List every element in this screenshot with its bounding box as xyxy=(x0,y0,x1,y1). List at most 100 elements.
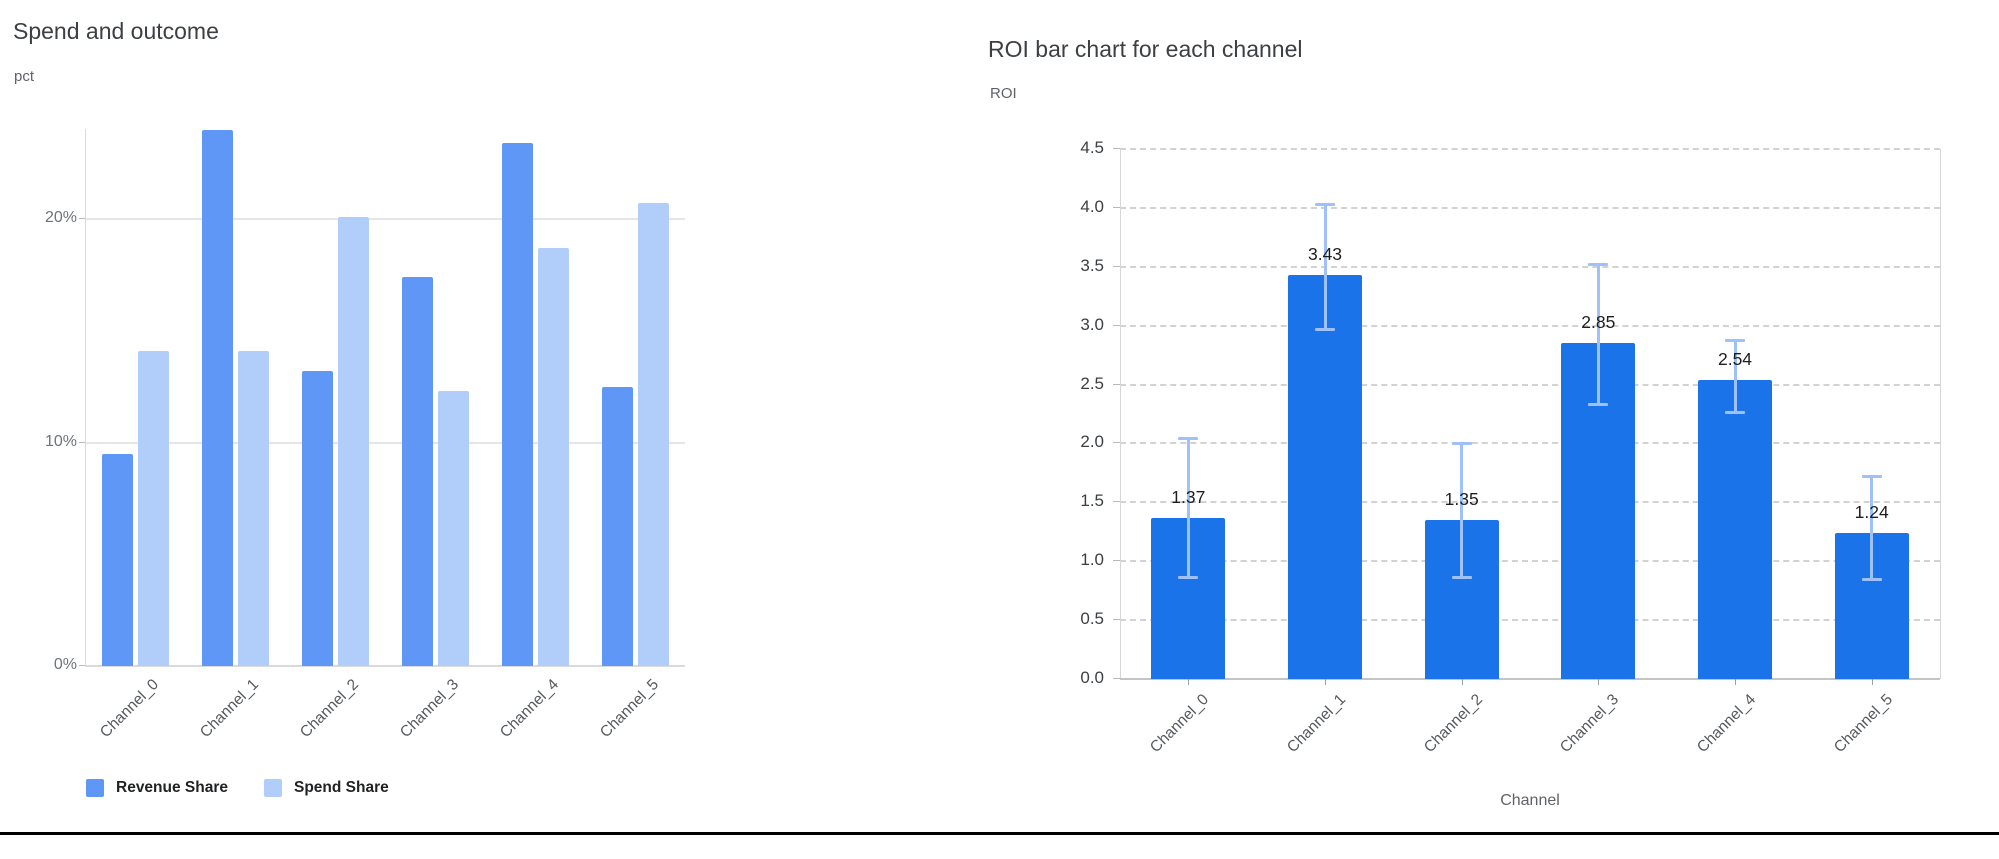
right-gridline-1.0 xyxy=(1120,560,1940,563)
right-y-tick-label: 2.5 xyxy=(1080,373,1104,393)
window-bottom-border xyxy=(0,832,1999,835)
right-y-tick-label: 2.0 xyxy=(1080,432,1104,452)
error-bar-cap-top-Channel_3 xyxy=(1588,263,1609,267)
right-y-tickmark xyxy=(1113,560,1120,562)
error-bar-cap-bottom-Channel_2 xyxy=(1451,575,1472,579)
right-y-tickmark xyxy=(1113,442,1120,444)
right-plot-right-border xyxy=(1940,149,1941,679)
left-y-tick-label: 0% xyxy=(53,656,77,673)
legend-item-revenue-share: Revenue Share xyxy=(86,779,228,797)
left-bar-spend-share-Channel_0 xyxy=(138,350,169,666)
left-gridline-20% xyxy=(85,218,685,220)
error-bar-cap-bottom-Channel_1 xyxy=(1315,328,1335,332)
left-bar-spend-share-Channel_4 xyxy=(538,248,569,666)
left-bar-revenue-share-Channel_4 xyxy=(502,143,533,666)
right-y-tick-label: 0.0 xyxy=(1080,668,1104,687)
left-x-label-Channel_1: Channel_1 xyxy=(196,676,262,742)
error-bar-line-Channel_3 xyxy=(1596,264,1600,405)
error-bar-cap-bottom-Channel_0 xyxy=(1178,575,1199,579)
left-bar-revenue-share-Channel_1 xyxy=(202,129,233,666)
left-y-tick-label: 10% xyxy=(44,432,77,450)
error-bar-line-Channel_2 xyxy=(1460,443,1464,578)
error-bar-line-Channel_4 xyxy=(1733,339,1737,413)
left-chart-y-unit-label: pct xyxy=(14,68,35,85)
left-bar-spend-share-Channel_5 xyxy=(638,203,669,666)
error-bar-cap-top-Channel_5 xyxy=(1861,475,1882,479)
left-bar-revenue-share-Channel_3 xyxy=(402,277,433,666)
roi-value-label-Channel_5: 1.24 xyxy=(1854,501,1889,522)
right-y-tickmark xyxy=(1113,501,1120,503)
right-y-tick-label: 4.5 xyxy=(1080,137,1104,157)
roi-bar-Channel_1 xyxy=(1288,275,1362,679)
roi-bar-Channel_4 xyxy=(1698,379,1772,679)
left-gridline-10% xyxy=(85,441,685,444)
right-gridline-2.5 xyxy=(1120,383,1940,386)
error-bar-line-Channel_0 xyxy=(1186,437,1190,578)
right-gridline-2.0 xyxy=(1120,442,1940,445)
right-y-tickmark xyxy=(1113,678,1120,679)
right-y-tick-label: 0.5 xyxy=(1080,609,1104,629)
right-y-tick-label: 3.5 xyxy=(1080,255,1104,275)
right-y-tick-label: 1.0 xyxy=(1080,550,1104,570)
left-x-label-Channel_3: Channel_3 xyxy=(396,676,462,742)
legend-swatch xyxy=(86,779,104,797)
left-gridline-0% xyxy=(85,665,685,667)
right-chart-x-axis-title: Channel xyxy=(1500,792,1560,809)
left-bar-revenue-share-Channel_0 xyxy=(102,453,133,666)
left-x-label-Channel_2: Channel_2 xyxy=(296,676,362,742)
error-bar-line-Channel_5 xyxy=(1870,476,1874,581)
right-gridline-0.5 xyxy=(1120,619,1940,622)
left-y-tickmark xyxy=(79,218,85,219)
error-bar-cap-bottom-Channel_5 xyxy=(1861,578,1882,582)
right-x-tickmark-Channel_0 xyxy=(1188,679,1190,685)
legend-swatch xyxy=(264,779,282,797)
right-y-tickmark xyxy=(1113,619,1120,621)
legend-item-spend-share: Spend Share xyxy=(264,779,389,797)
roi-value-label-Channel_2: 1.35 xyxy=(1444,488,1479,509)
right-y-axis-line xyxy=(1120,149,1121,679)
right-x-tickmark-Channel_3 xyxy=(1598,679,1600,685)
error-bar-cap-top-Channel_0 xyxy=(1178,436,1199,440)
error-bar-cap-bottom-Channel_3 xyxy=(1588,402,1609,406)
right-x-tickmark-Channel_5 xyxy=(1871,679,1873,685)
right-chart-y-axis-label: ROI xyxy=(990,85,1017,102)
right-x-tickmark-Channel_1 xyxy=(1325,679,1326,685)
right-chart-title: ROI bar chart for each channel xyxy=(988,36,1303,62)
error-bar-cap-top-Channel_2 xyxy=(1451,442,1472,446)
left-bar-revenue-share-Channel_5 xyxy=(602,386,633,666)
left-bar-spend-share-Channel_1 xyxy=(238,350,269,666)
left-bar-revenue-share-Channel_2 xyxy=(302,370,333,666)
right-x-tickmark-Channel_2 xyxy=(1461,679,1463,685)
right-y-tickmark xyxy=(1113,324,1120,326)
right-y-tickmark xyxy=(1113,383,1120,385)
right-x-tickmark-Channel_4 xyxy=(1735,679,1736,685)
right-y-tickmark xyxy=(1113,147,1120,149)
left-x-label-Channel_0: Channel_0 xyxy=(96,676,162,742)
error-bar-cap-top-Channel_1 xyxy=(1315,203,1335,207)
roi-value-label-Channel_3: 2.85 xyxy=(1581,312,1616,333)
right-y-tickmark xyxy=(1113,206,1120,208)
right-gridline-3.0 xyxy=(1120,324,1940,327)
left-bar-spend-share-Channel_3 xyxy=(438,391,469,666)
right-gridline-3.5 xyxy=(1120,265,1940,268)
right-y-tick-label: 4.0 xyxy=(1080,196,1104,216)
left-x-label-Channel_5: Channel_5 xyxy=(596,676,662,742)
error-bar-cap-top-Channel_4 xyxy=(1725,338,1745,342)
right-x-axis-baseline xyxy=(1120,678,1940,680)
roi-value-label-Channel_1: 3.43 xyxy=(1307,244,1343,264)
right-gridline-1.5 xyxy=(1120,501,1940,504)
roi-value-label-Channel_4: 2.54 xyxy=(1717,348,1753,369)
right-gridline-4.0 xyxy=(1120,206,1940,209)
roi-value-label-Channel_0: 1.37 xyxy=(1171,486,1206,507)
left-chart-legend: Revenue Share Spend Share xyxy=(86,779,425,797)
left-y-tick-label: 20% xyxy=(44,209,77,226)
legend-label: Spend Share xyxy=(294,779,389,796)
left-y-tickmark xyxy=(79,665,85,666)
left-x-label-Channel_4: Channel_4 xyxy=(496,676,562,742)
right-gridline-4.5 xyxy=(1120,147,1940,150)
error-bar-cap-bottom-Channel_4 xyxy=(1725,410,1745,414)
left-y-axis-line xyxy=(85,129,86,666)
right-y-tick-label: 1.5 xyxy=(1080,491,1104,511)
legend-label: Revenue Share xyxy=(116,779,228,796)
right-y-tickmark xyxy=(1113,265,1120,267)
